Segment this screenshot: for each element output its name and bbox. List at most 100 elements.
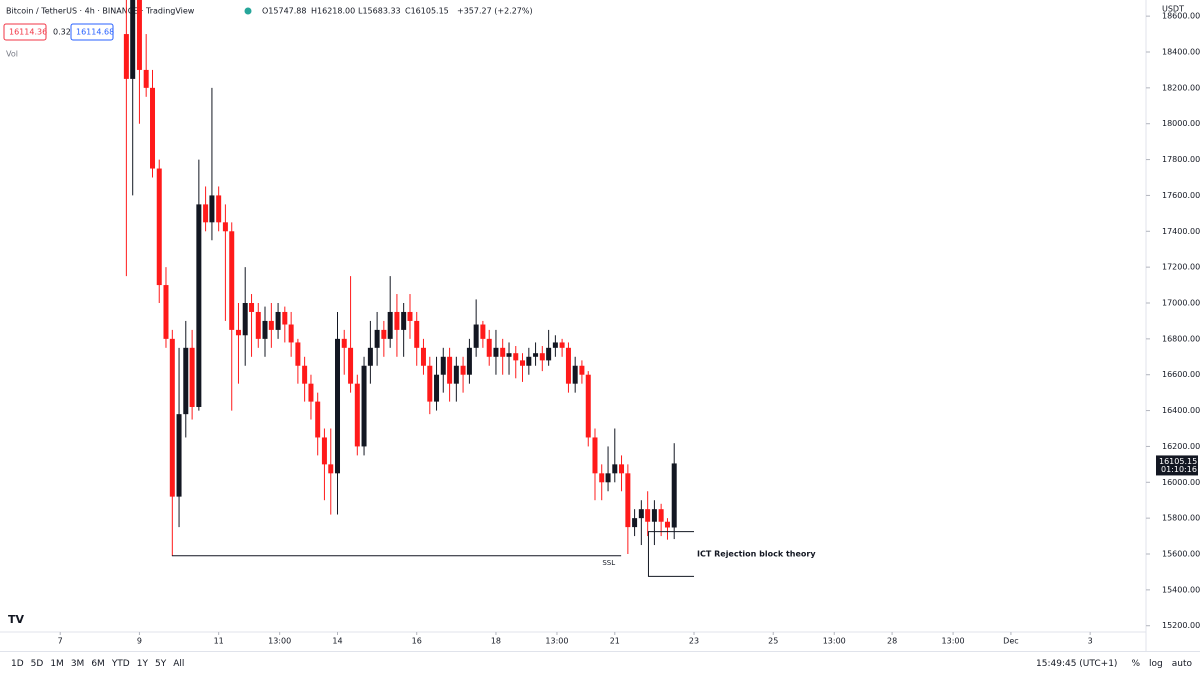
y-tick-label: 17800.00 — [1162, 155, 1200, 164]
candle-body — [321, 437, 327, 465]
candle-body — [374, 329, 380, 348]
candle-body — [136, 0, 142, 70]
candle-body — [671, 463, 677, 528]
candle-body — [460, 365, 466, 375]
candle-body — [156, 168, 162, 286]
log-toggle[interactable]: log — [1149, 659, 1163, 669]
candle-body — [176, 414, 182, 497]
candle-body — [354, 383, 360, 447]
last-price-box — [1156, 455, 1198, 476]
candle-body — [130, 0, 136, 79]
candle-body — [533, 353, 539, 357]
symbol: Bitcoin / TetherUS · 4h · BINANCE · Trad… — [6, 7, 195, 16]
y-tick-label: 15400.00 — [1162, 585, 1200, 594]
candle-body — [506, 353, 512, 357]
candle-body — [619, 464, 625, 474]
range-button[interactable]: 6M — [91, 659, 105, 669]
range-button[interactable]: 1D — [11, 659, 24, 669]
candle-body — [519, 360, 525, 366]
status-dot — [244, 7, 252, 15]
y-tick-label: 17000.00 — [1162, 298, 1200, 307]
candle-body — [169, 338, 175, 497]
candle-body — [526, 356, 532, 366]
ssl-label: SSL — [602, 559, 615, 567]
candle-body — [255, 311, 261, 339]
range-button[interactable]: All — [173, 659, 185, 669]
candle-body — [235, 329, 241, 336]
candle-body — [559, 342, 565, 348]
candle-body — [203, 204, 209, 223]
candle-body — [427, 365, 433, 402]
y-tick-label: 18200.00 — [1162, 83, 1200, 92]
x-tick-label: 3 — [1088, 637, 1093, 646]
candle-body — [249, 302, 255, 312]
candle-body — [466, 347, 472, 375]
x-tick-label: 23 — [689, 637, 699, 646]
volume-label: Vol — [6, 50, 18, 59]
y-tick-label: 17200.00 — [1162, 263, 1200, 272]
candle-body — [414, 320, 420, 348]
candle-body — [473, 324, 479, 348]
countdown: 01:10:16 — [1161, 465, 1197, 474]
candle-body — [401, 311, 407, 330]
y-tick-label: 15600.00 — [1162, 550, 1200, 559]
candle-body — [308, 383, 314, 402]
candle-body — [599, 473, 605, 483]
y-tick-label: 16000.00 — [1162, 478, 1200, 487]
candle-body — [539, 353, 545, 361]
bottom-toolbar: 1D 5D 1M 3M 6M YTD 1Y 5Y All 15:49:45 (UTC+1) % … — [0, 651, 1200, 676]
low: L15683.33 — [358, 7, 401, 16]
candle-body — [209, 195, 215, 223]
x-tick-label: 16 — [412, 637, 422, 646]
candle-body — [328, 464, 334, 474]
candle-body — [407, 311, 413, 321]
candle-body — [262, 320, 268, 339]
spread: 0.32 — [53, 28, 71, 37]
x-tick-label: 25 — [768, 637, 778, 646]
candle-body — [123, 34, 129, 79]
range-button[interactable]: 3M — [70, 659, 85, 669]
candle-body — [367, 347, 373, 366]
candle-body — [143, 69, 149, 88]
candle-body — [612, 464, 618, 474]
range-button[interactable]: YTD — [111, 659, 130, 669]
range-button[interactable]: 5D — [30, 659, 44, 669]
candle-body — [302, 365, 308, 384]
candle-body — [585, 374, 591, 438]
candle-body — [341, 338, 347, 348]
range-button[interactable]: 1M — [50, 659, 64, 669]
candle-body — [150, 87, 156, 169]
candle-body — [315, 401, 321, 438]
candle-body — [447, 356, 453, 384]
candle-body — [275, 311, 281, 330]
candle-body — [196, 204, 202, 407]
candle-body — [420, 347, 426, 366]
candle-body — [453, 365, 459, 384]
x-tick-label: 13:00 — [942, 637, 965, 646]
x-tick-label: 13:00 — [545, 637, 568, 646]
candle-body — [335, 338, 341, 474]
range-button[interactable]: 5Y — [154, 659, 167, 669]
candle-body — [229, 231, 235, 330]
candle-body — [288, 324, 294, 343]
ask: 16114.68 — [76, 28, 114, 37]
x-tick-label: 21 — [610, 637, 620, 646]
y-tick-label: 16200.00 — [1162, 442, 1200, 451]
y-tick-label: 17400.00 — [1162, 227, 1200, 236]
percent-toggle[interactable]: % — [1131, 659, 1140, 669]
candle-body — [645, 509, 651, 522]
candle-body — [632, 518, 638, 528]
y-tick-label: 16600.00 — [1162, 370, 1200, 379]
x-tick-label: 18 — [491, 637, 501, 646]
candle-body — [295, 342, 301, 366]
candle-body — [361, 365, 367, 447]
change: +357.27 (+2.27%) — [457, 7, 533, 16]
ask-box[interactable] — [70, 23, 114, 41]
currency[interactable]: USDT — [1162, 5, 1184, 14]
candle-body — [625, 473, 631, 528]
auto-toggle[interactable]: auto — [1171, 659, 1192, 669]
bid-box[interactable] — [3, 23, 47, 41]
candle-body — [216, 195, 222, 223]
range-button[interactable]: 1Y — [136, 659, 148, 669]
